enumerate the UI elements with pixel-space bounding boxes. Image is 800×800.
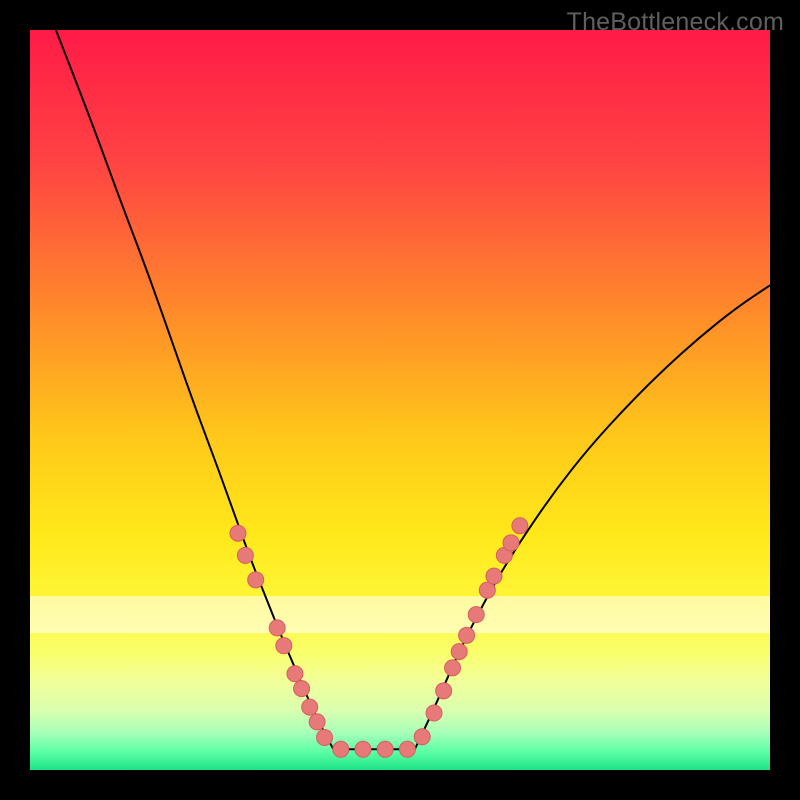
data-marker <box>445 660 461 676</box>
data-marker <box>486 568 502 584</box>
plot-area <box>30 30 770 770</box>
data-marker <box>479 582 495 598</box>
data-marker <box>317 729 333 745</box>
data-marker <box>377 741 393 757</box>
data-marker <box>426 705 442 721</box>
data-marker <box>333 741 349 757</box>
data-marker <box>468 607 484 623</box>
data-marker <box>503 535 519 551</box>
data-marker <box>248 572 264 588</box>
data-marker <box>436 683 452 699</box>
data-marker <box>294 681 310 697</box>
data-marker <box>269 620 285 636</box>
data-marker <box>302 699 318 715</box>
data-marker <box>276 638 292 654</box>
data-marker <box>355 741 371 757</box>
bottleneck-chart <box>0 0 800 800</box>
data-marker <box>512 518 528 534</box>
data-marker <box>237 547 253 563</box>
data-marker <box>459 627 475 643</box>
highlight-band <box>30 596 770 633</box>
data-marker <box>399 741 415 757</box>
data-marker <box>414 729 430 745</box>
data-marker <box>309 714 325 730</box>
chart-container: TheBottleneck.com <box>0 0 800 800</box>
data-marker <box>451 644 467 660</box>
data-marker <box>230 525 246 541</box>
data-marker <box>287 666 303 682</box>
